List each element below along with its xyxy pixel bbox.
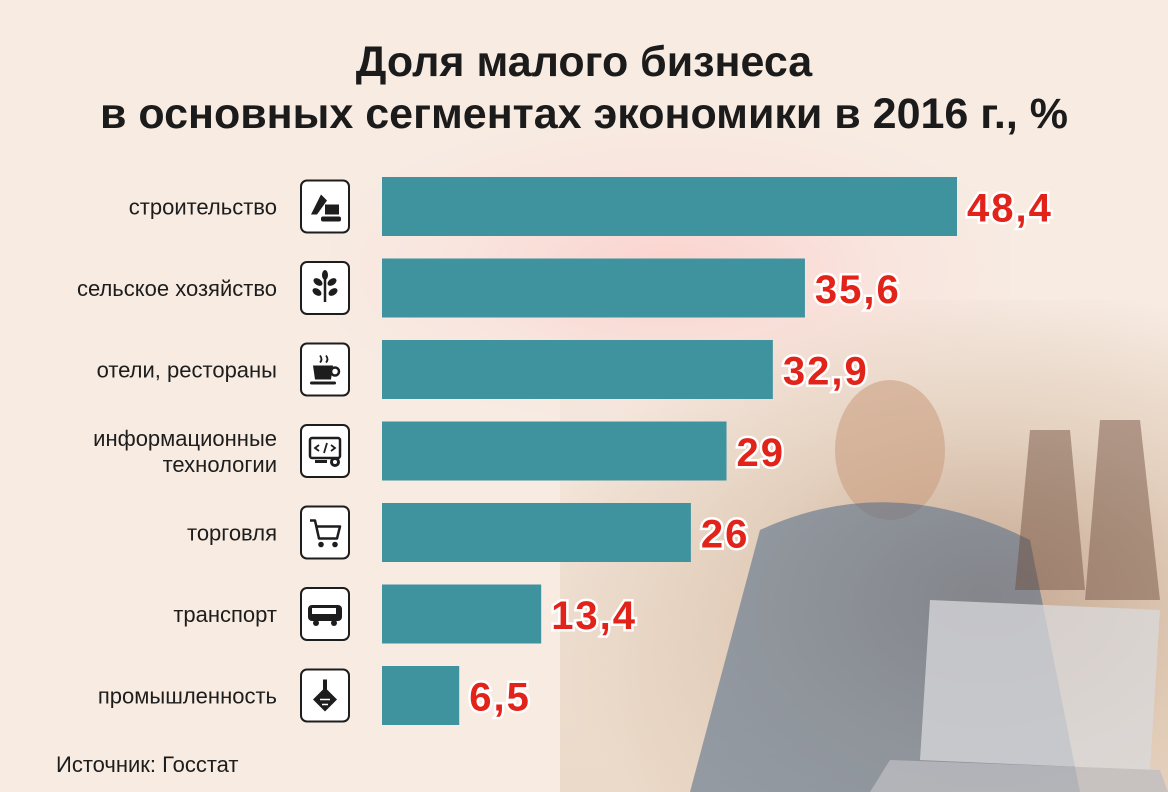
value-label: 32,9 <box>783 350 869 394</box>
category-label: строительство <box>129 195 277 220</box>
bar <box>382 584 542 644</box>
value-label: 6,5 <box>469 676 531 720</box>
factory-icon <box>300 668 350 723</box>
value-label: 35,6 <box>815 268 901 312</box>
bar <box>382 258 805 318</box>
category-label: сельское хозяйство <box>77 276 277 301</box>
value-label: 29 <box>737 431 786 475</box>
category-label: промышленность <box>98 684 277 709</box>
bar <box>382 503 691 562</box>
computer-code-icon <box>300 424 350 478</box>
chart-title: Доля малого бизнеса в основных сегментах… <box>100 38 1068 138</box>
category-label: торговля <box>187 521 277 546</box>
category-label: транспорт <box>173 602 277 627</box>
bar <box>382 421 727 481</box>
coffee-cup-icon <box>300 342 350 397</box>
shopping-cart-icon <box>300 505 350 560</box>
bus-icon <box>300 587 350 641</box>
bar <box>382 177 957 236</box>
value-label: 13,4 <box>551 594 637 638</box>
bar <box>382 340 773 399</box>
value-label: 26 <box>701 513 750 557</box>
source-note: Источник: Госстат <box>56 752 239 777</box>
category-label: информационные технологии <box>93 426 277 477</box>
excavator-icon <box>300 179 350 234</box>
category-label: отели, рестораны <box>97 358 277 383</box>
value-label: 48,4 <box>967 187 1053 231</box>
sprout-icon <box>300 261 350 315</box>
bar <box>382 666 460 725</box>
